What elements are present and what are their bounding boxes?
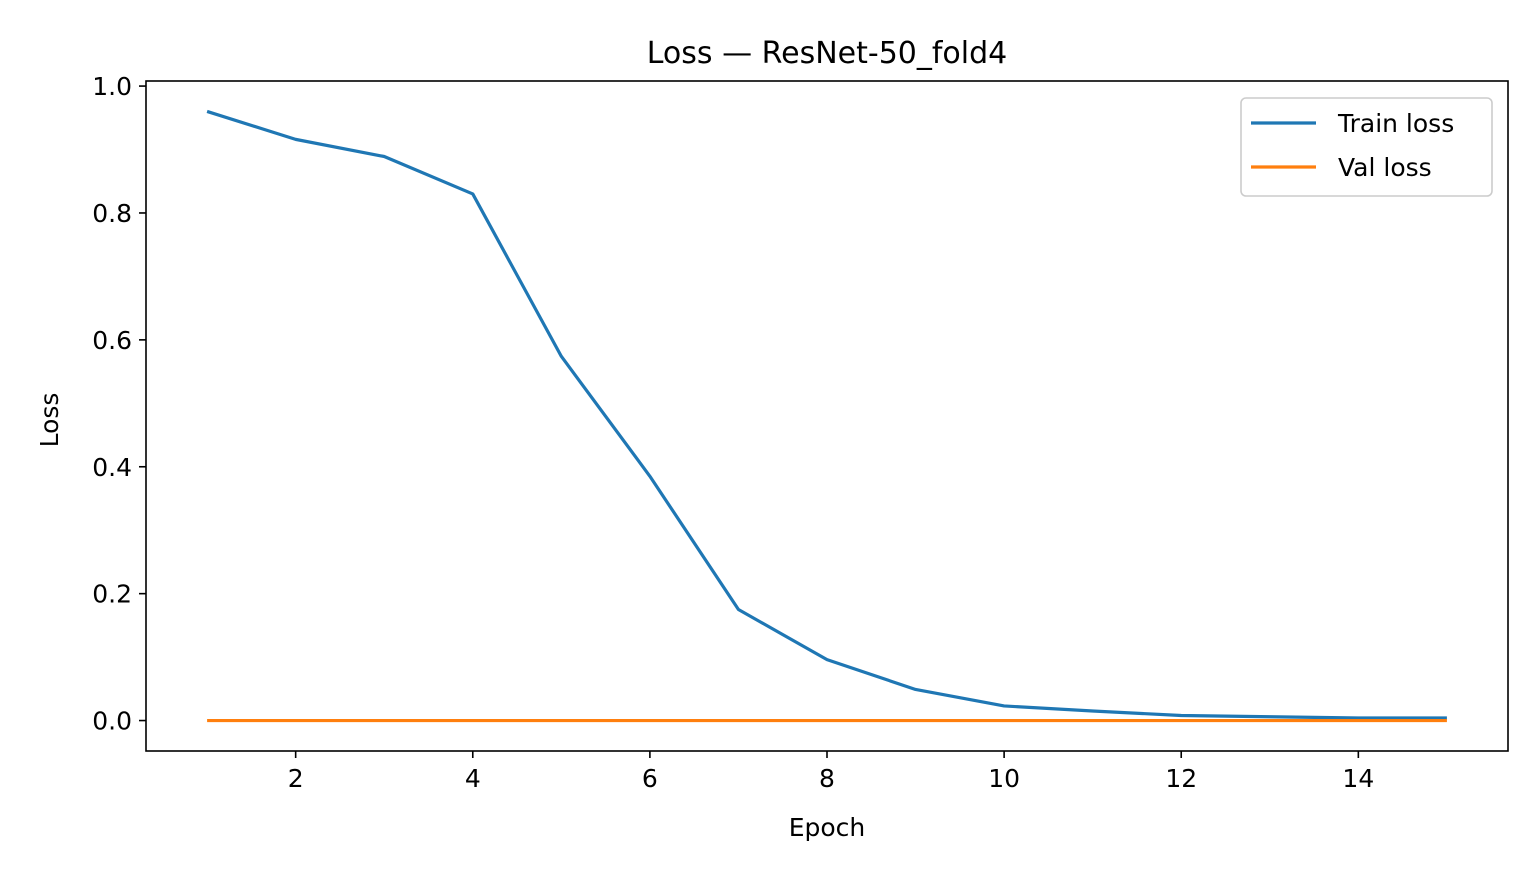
y-tick-label: 0.4: [92, 453, 132, 482]
y-axis-label: Loss: [35, 393, 64, 448]
y-tick-label: 0.0: [92, 707, 132, 736]
x-tick-label: 14: [1342, 764, 1374, 793]
x-tick-label: 10: [988, 764, 1020, 793]
y-tick-label: 0.6: [92, 326, 132, 355]
legend: Train loss Val loss: [1240, 97, 1493, 197]
legend-label-val-loss: Val loss: [1338, 153, 1432, 182]
y-tick-label: 0.2: [92, 580, 132, 609]
y-tick-label: 0.8: [92, 199, 132, 228]
series-line-train-loss: [206, 109, 1447, 720]
x-axis-ticks: 2 4 6 8 10 12 14: [288, 751, 1374, 793]
chart-title: Loss — ResNet-50_fold4: [647, 36, 1008, 71]
y-axis-ticks: 0.0 0.2 0.4 0.6 0.8 1.0: [92, 72, 146, 736]
x-tick-label: 2: [288, 764, 304, 793]
x-axis-label: Epoch: [789, 813, 866, 842]
x-tick-label: 8: [819, 764, 835, 793]
x-tick-label: 6: [642, 764, 658, 793]
x-tick-label: 12: [1165, 764, 1197, 793]
y-tick-label: 1.0: [92, 72, 132, 101]
x-tick-label: 4: [465, 764, 481, 793]
legend-label-train-loss: Train loss: [1337, 109, 1454, 138]
plot-series: [206, 109, 1447, 723]
